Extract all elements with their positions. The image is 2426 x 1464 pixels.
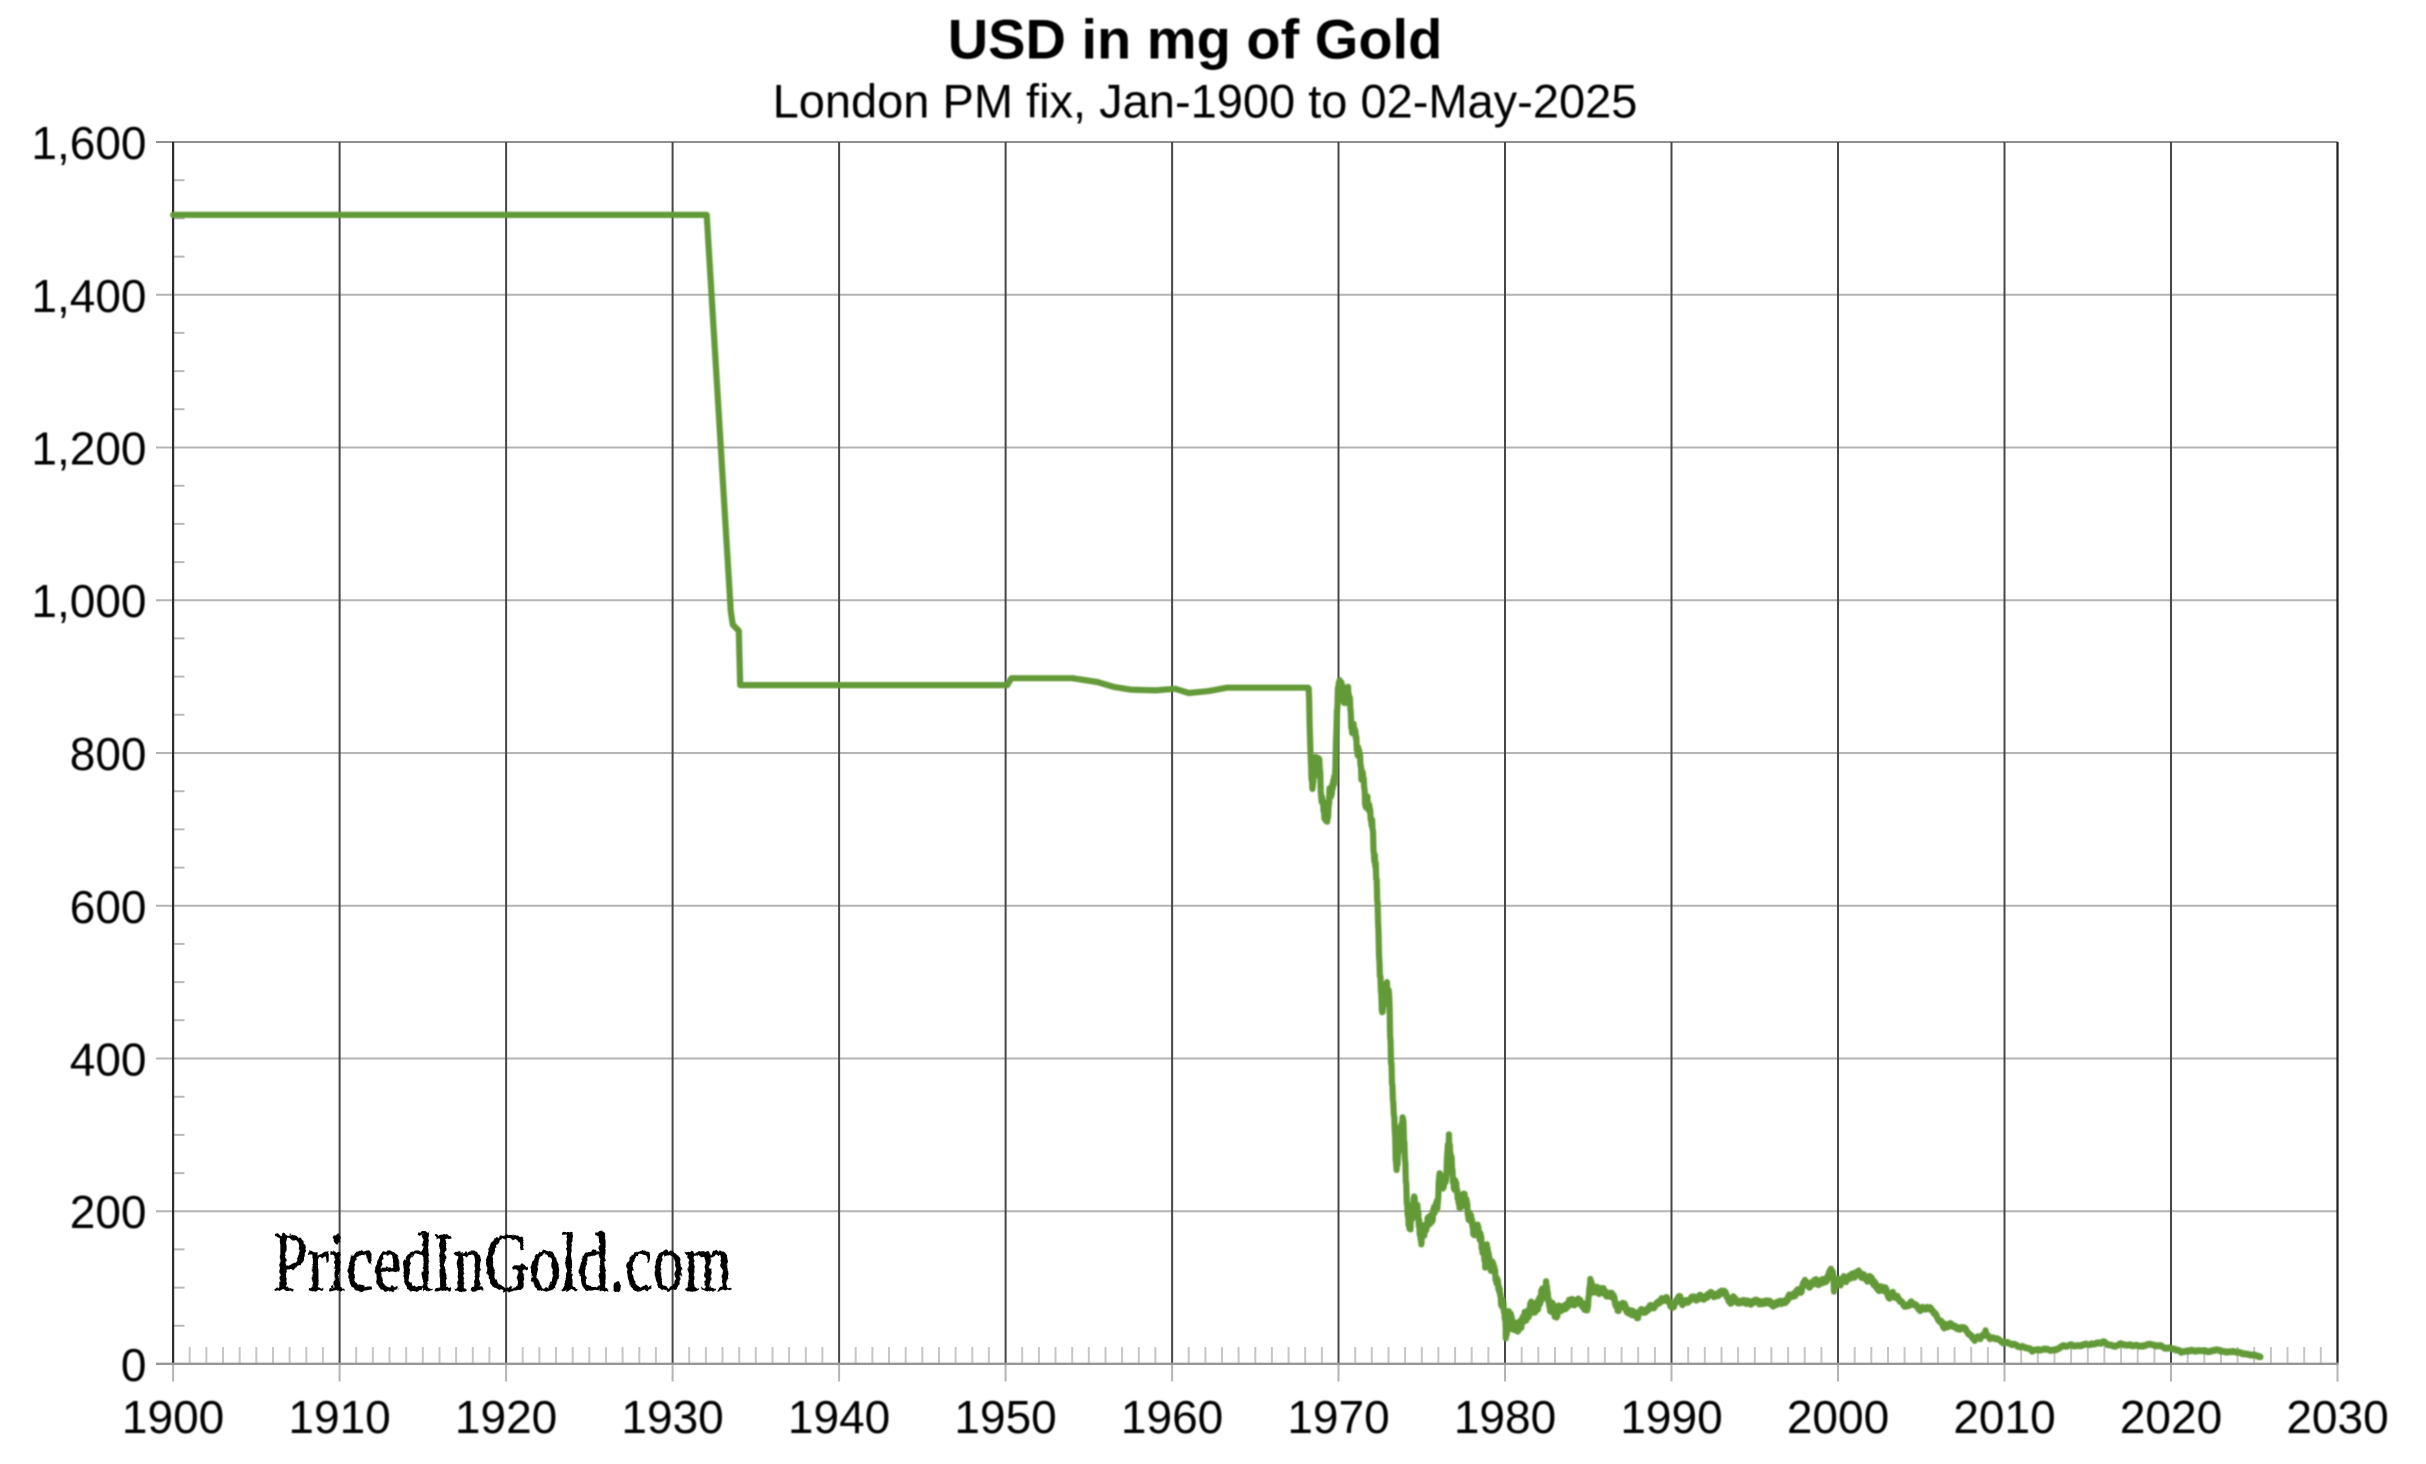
svg-text:1,000: 1,000: [31, 575, 146, 627]
svg-text:PricedInGold.com: PricedInGold.com: [272, 1215, 731, 1308]
svg-text:1,200: 1,200: [31, 423, 146, 475]
svg-text:2030: 2030: [2286, 1391, 2388, 1443]
svg-text:1,400: 1,400: [31, 270, 146, 322]
svg-text:USD in mg of Gold: USD in mg of Gold: [948, 8, 1443, 71]
svg-text:1920: 1920: [455, 1391, 557, 1443]
svg-text:2020: 2020: [2120, 1391, 2222, 1443]
svg-text:1900: 1900: [122, 1391, 224, 1443]
svg-text:800: 800: [70, 728, 147, 780]
svg-text:1940: 1940: [788, 1391, 890, 1443]
svg-text:200: 200: [70, 1186, 147, 1238]
svg-text:0: 0: [121, 1339, 147, 1391]
svg-text:1970: 1970: [1287, 1391, 1389, 1443]
svg-text:1,600: 1,600: [31, 117, 146, 169]
svg-text:1950: 1950: [954, 1391, 1056, 1443]
svg-text:600: 600: [70, 881, 147, 933]
svg-text:2010: 2010: [1953, 1391, 2055, 1443]
svg-text:1990: 1990: [1620, 1391, 1722, 1443]
svg-text:400: 400: [70, 1034, 147, 1086]
svg-text:2000: 2000: [1787, 1391, 1889, 1443]
svg-text:London PM fix, Jan-1900 to 02-: London PM fix, Jan-1900 to 02-May-2025: [773, 75, 1638, 128]
svg-text:1980: 1980: [1454, 1391, 1556, 1443]
svg-text:1960: 1960: [1121, 1391, 1223, 1443]
svg-text:1910: 1910: [288, 1391, 390, 1443]
svg-text:1930: 1930: [621, 1391, 723, 1443]
